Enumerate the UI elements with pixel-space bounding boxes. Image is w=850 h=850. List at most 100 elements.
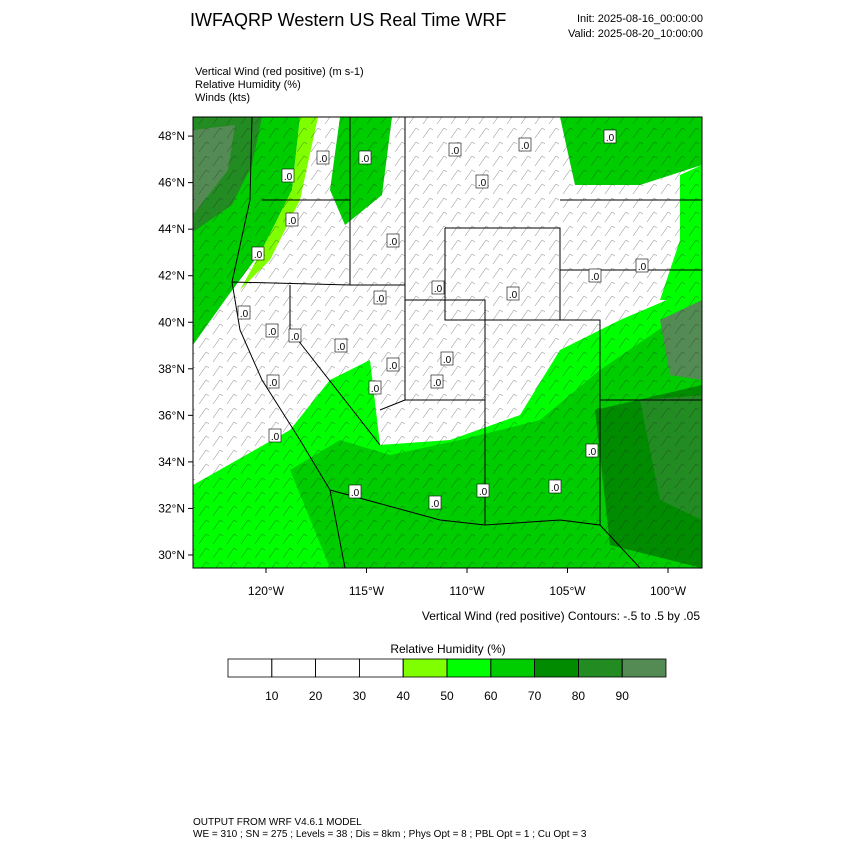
contour-label-box [548,479,562,494]
axes: 30°N 32°N 34°N 36°N 38°N 40°N 42°N 44°N 46°N 48°N… [158,129,687,598]
contour-label-box [506,286,520,301]
contour-label-box [588,268,602,283]
colorbar-box [578,658,623,678]
contour-label: .0 [389,361,398,372]
colorbar: 10 20 30 40 50 60 70 80 90 [227,658,667,703]
contour-label: .0 [254,250,263,261]
contour-label-box [386,233,400,248]
plot-frame [192,116,703,569]
contour-label: .0 [521,141,530,152]
contour-label: .0 [606,133,615,144]
lat-tick-label: 48°N [158,129,185,143]
contour-label: .0 [478,178,487,189]
colorbar-label: 70 [528,689,542,703]
contour-label-box [285,212,299,227]
colorbar-box [315,658,360,678]
contour-label: .0 [319,154,328,165]
contour-label-box [281,168,295,183]
lon-tick-label: 100°W [650,584,687,598]
contour-label-box [386,357,400,372]
contour-label: .0 [288,216,297,227]
contour-label-box [476,483,490,498]
contour-label-box [368,380,382,395]
contour-label: .0 [271,432,280,443]
field-label: Winds (kts) [195,92,250,104]
contour-note: Vertical Wind (red positive) Contours: -… [422,609,700,623]
lat-tick-label: 42°N [158,269,185,283]
contour-label: .0 [389,237,398,248]
colorbar-box [446,658,492,678]
contour-label-box [518,137,532,152]
contour-label-box [603,129,617,144]
contour-label: .0 [433,378,442,389]
colorbar-title: Relative Humidity (%) [390,642,505,656]
contour-label-box [440,351,454,366]
contour-label-box [288,328,302,343]
contour-label-box [635,258,649,273]
contour-label-box [428,495,442,510]
contour-label: .0 [351,488,360,499]
contour-label-box [266,374,280,389]
contour-label: .0 [268,327,277,338]
footer-line: OUTPUT FROM WRF V4.6.1 MODEL [193,817,362,828]
lat-tick-label: 38°N [158,362,185,376]
contour-label-box [268,428,282,443]
colorbar-label: 30 [353,689,367,703]
colorbar-box [402,658,448,678]
contour-label: .0 [284,172,293,183]
lat-tick-label: 40°N [158,315,185,329]
valid-time: Valid: 2025-08-20_10:00:00 [568,28,703,40]
contour-label: .0 [443,355,452,366]
colorbar-label: 50 [440,689,454,703]
colorbar-label: 80 [572,689,586,703]
contour-label: .0 [361,154,370,165]
contour-label: .0 [291,332,300,343]
contour-label: .0 [479,487,488,498]
lon-tick-label: 110°W [449,584,485,598]
lat-tick-label: 32°N [158,501,185,515]
lon-tick-label: 120°W [248,584,285,598]
lon-tick-label: 105°W [549,584,586,598]
init-time: Init: 2025-08-16_00:00:00 [577,13,703,25]
contour-label: .0 [451,146,460,157]
colorbar-box [621,658,667,678]
colorbar-box [358,658,404,678]
contour-label: .0 [371,384,380,395]
lon-tick-label: 115°W [349,584,385,598]
contour-label: .0 [240,309,249,320]
lat-tick-label: 46°N [158,176,185,190]
colorbar-box [490,658,535,678]
footer-line: WE = 310 ; SN = 275 ; Levels = 38 ; Dis … [193,829,587,840]
field-label: Relative Humidity (%) [195,79,301,91]
contour-label: .0 [376,294,385,305]
contour-labels: .0 .0 .0 .0 .0 .0 .0 .0 .0 .0 .0 .0 .0 .0 .0 .0 .0 .0 .0 .0… [237,129,649,510]
colorbar-label: 20 [309,689,323,703]
contour-label: .0 [591,272,600,283]
contour-label: .0 [337,342,346,353]
colorbar-label: 10 [265,689,279,703]
contour-label-box [251,246,265,261]
contour-label-box [431,280,445,295]
lat-tick-label: 30°N [158,548,185,562]
colorbar-box [534,658,579,678]
colorbar-box [271,658,316,678]
map [193,117,702,568]
contour-label: .0 [509,290,518,301]
contour-label: .0 [269,378,278,389]
contour-label-box [237,305,251,320]
colorbar-box [227,658,273,678]
contour-label: .0 [638,262,647,273]
contour-label-box [348,484,362,499]
contour-label-box [373,290,387,305]
field-label: Vertical Wind (red positive) (m s-1) [195,66,364,78]
contour-label-box [430,374,444,389]
contour-label-box [316,150,330,165]
contour-label: .0 [434,284,443,295]
contour-label: .0 [551,483,560,494]
contour-label-box [475,174,489,189]
contour-label-box [585,443,599,458]
contour-label-box [448,142,462,157]
title: IWFAQRP Western US Real Time WRF [190,10,506,30]
lat-tick-label: 36°N [158,408,185,422]
